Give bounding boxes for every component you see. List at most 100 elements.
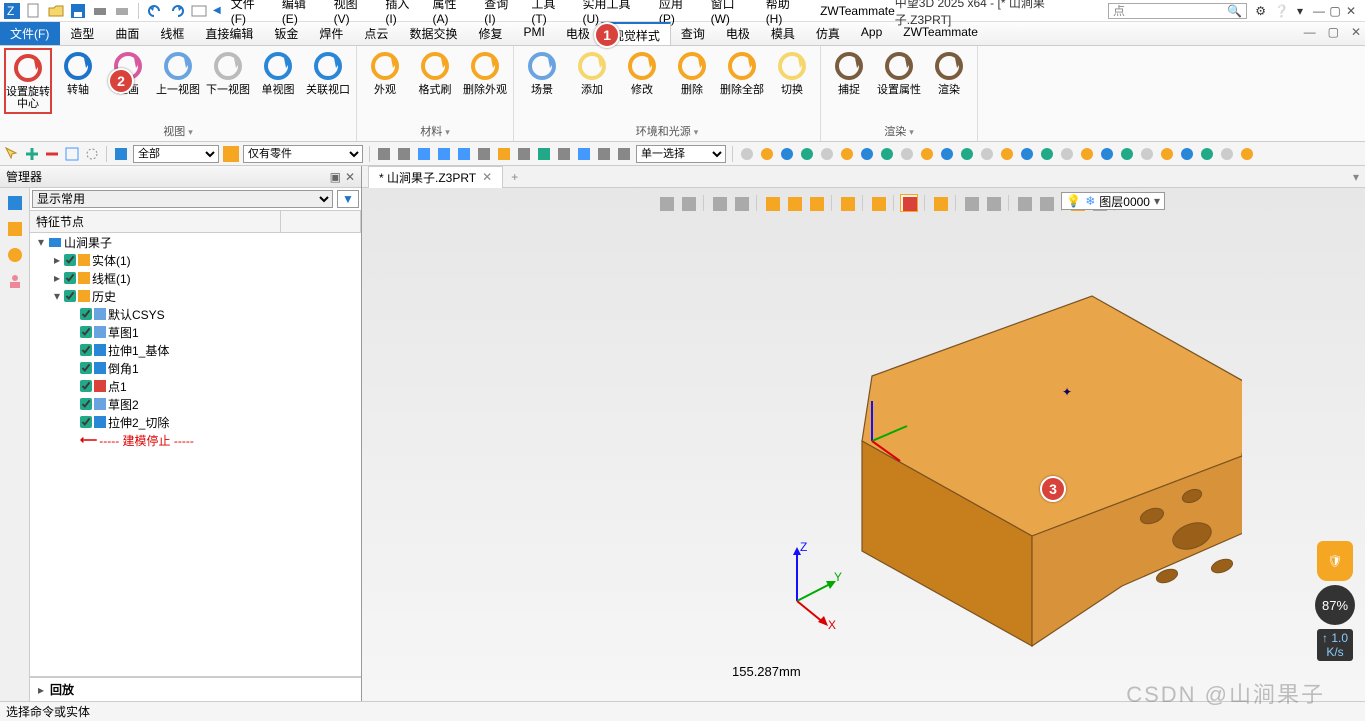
prev-view[interactable]: 上一视图 [154, 48, 202, 98]
layer-selector[interactable]: 💡 ❄ 图层0000 ▾ [1061, 192, 1165, 210]
scope-select[interactable]: 全部 [133, 145, 219, 163]
view-tool-icon[interactable] [785, 194, 803, 212]
tree-node[interactable]: 草图1 [30, 323, 361, 341]
view-tool-icon[interactable] [931, 194, 949, 212]
toolbar-icon[interactable] [416, 146, 432, 162]
scene[interactable]: 场景 [518, 48, 566, 98]
tree-mode-icon[interactable] [6, 194, 24, 212]
ribbon-tab[interactable]: 线框 [150, 22, 195, 45]
cmd-icon[interactable] [191, 3, 207, 19]
viewport[interactable]: * 山涧果子.Z3PRT ✕ + ▾ 💡 ❄ 图层0000 ▾ ✦ 3 Z Y … [362, 166, 1365, 701]
chevron-down-icon[interactable]: ▾ [1297, 4, 1303, 18]
cursor-icon[interactable] [4, 146, 20, 162]
toolbar-icon[interactable] [779, 146, 795, 162]
tree-node[interactable]: ▾历史 [30, 287, 361, 305]
view-tool-icon[interactable] [962, 194, 980, 212]
toolbar-icon[interactable] [576, 146, 592, 162]
link-viewport[interactable]: 关联视口 [304, 48, 352, 98]
capture[interactable]: 捕捉 [825, 48, 873, 98]
set-rotate-center[interactable]: 设置旋转中心 [4, 48, 52, 114]
delete-light[interactable]: 删除 [668, 48, 716, 98]
toolbar-icon[interactable] [1139, 146, 1155, 162]
toolbar-icon[interactable] [1059, 146, 1075, 162]
view-tool-icon[interactable] [763, 194, 781, 212]
minimize-icon[interactable]: — [1311, 4, 1327, 18]
cube-icon[interactable] [223, 146, 239, 162]
toolbar-icon[interactable] [919, 146, 935, 162]
view-tool-icon[interactable] [679, 194, 697, 212]
tab-close-icon[interactable]: ✕ [482, 170, 492, 184]
ribbon-winbtn[interactable]: ▢ [1324, 22, 1343, 45]
add-tab-icon[interactable]: + [503, 170, 526, 184]
plus-icon[interactable] [24, 146, 40, 162]
circle-icon[interactable] [84, 146, 100, 162]
view-tool-icon[interactable] [657, 194, 675, 212]
toolbar-icon[interactable] [1239, 146, 1255, 162]
ribbon-tab[interactable]: 数据交换 [399, 22, 468, 45]
minus-icon[interactable] [44, 146, 60, 162]
sphere-mode-icon[interactable] [6, 246, 24, 264]
ribbon-tab[interactable]: ZWTeammate [893, 22, 989, 45]
set-props[interactable]: 设置属性 [875, 48, 923, 98]
tree-node[interactable]: 拉伸2_切除 [30, 413, 361, 431]
tree-node[interactable]: ⟵----- 建模停止 ----- [30, 431, 361, 449]
gear-icon[interactable]: ⚙ [1255, 4, 1266, 18]
view-tool-icon[interactable] [984, 194, 1002, 212]
search-input[interactable]: 点 🔍 [1108, 3, 1247, 19]
parts-select[interactable]: 仅有零件 [243, 145, 363, 163]
box-icon[interactable] [113, 146, 129, 162]
toolbar-icon[interactable] [1099, 146, 1115, 162]
toolbar-icon[interactable] [959, 146, 975, 162]
toolbar-icon[interactable] [596, 146, 612, 162]
maximize-icon[interactable]: ▢ [1327, 4, 1343, 18]
tree-root[interactable]: ▾ 山涧果子 [30, 233, 361, 251]
view-tool-icon[interactable] [869, 194, 887, 212]
print2-icon[interactable] [114, 3, 130, 19]
grid-icon[interactable] [64, 146, 80, 162]
toolbar-icon[interactable] [1159, 146, 1175, 162]
toolbar-icon[interactable] [496, 146, 512, 162]
feature-tree[interactable]: ▾ 山涧果子 ▸实体(1)▸线框(1)▾历史默认CSYS草图1拉伸1_基体倒角1… [30, 233, 361, 677]
toolbar-icon[interactable] [799, 146, 815, 162]
toolbar-icon[interactable] [1019, 146, 1035, 162]
undo-icon[interactable] [147, 3, 163, 19]
help-icon[interactable]: ❔ [1274, 4, 1289, 18]
toolbar-icon[interactable] [819, 146, 835, 162]
open-icon[interactable] [48, 3, 64, 19]
tree-node[interactable]: 倒角1 [30, 359, 361, 377]
appearance[interactable]: 外观 [361, 48, 409, 98]
format-painter[interactable]: 格式刷 [411, 48, 459, 98]
toolbar-icon[interactable] [759, 146, 775, 162]
tree-node[interactable]: ▸线框(1) [30, 269, 361, 287]
toolbar-icon[interactable] [476, 146, 492, 162]
toggle-light[interactable]: 切换 [768, 48, 816, 98]
ribbon-winbtn[interactable]: ✕ [1347, 22, 1365, 45]
user-mode-icon[interactable] [6, 272, 24, 290]
ribbon-tab[interactable]: PMI [513, 22, 555, 45]
ribbon-tab[interactable]: 查询 [671, 22, 716, 45]
toolbar-icon[interactable] [1119, 146, 1135, 162]
ribbon-tab[interactable]: 造型 [60, 22, 105, 45]
toolbar-icon[interactable] [1179, 146, 1195, 162]
view-tool-icon[interactable] [900, 194, 918, 212]
ribbon-tab[interactable]: 仿真 [806, 22, 851, 45]
modify-light[interactable]: 修改 [618, 48, 666, 98]
tree-node[interactable]: 点1 [30, 377, 361, 395]
toolbar-icon[interactable] [1199, 146, 1215, 162]
print-icon[interactable] [92, 3, 108, 19]
save-icon[interactable] [70, 3, 86, 19]
ribbon-tab[interactable]: 钣金 [264, 22, 309, 45]
toolbar-icon[interactable] [739, 146, 755, 162]
tree-node[interactable]: 默认CSYS [30, 305, 361, 323]
toolbar-icon[interactable] [436, 146, 452, 162]
ribbon-winbtn[interactable]: — [1300, 22, 1320, 45]
back-arrow-icon[interactable]: ◀ [213, 5, 221, 16]
render[interactable]: 渲染 [925, 48, 973, 98]
filter-icon[interactable]: ▼ [337, 190, 359, 208]
view-tool-icon[interactable] [732, 194, 750, 212]
toolbar-icon[interactable] [979, 146, 995, 162]
view-tool-icon[interactable] [1037, 194, 1055, 212]
document-tab[interactable]: * 山涧果子.Z3PRT ✕ [368, 166, 503, 188]
tabs-menu-icon[interactable]: ▾ [1347, 170, 1365, 184]
toolbar-icon[interactable] [456, 146, 472, 162]
